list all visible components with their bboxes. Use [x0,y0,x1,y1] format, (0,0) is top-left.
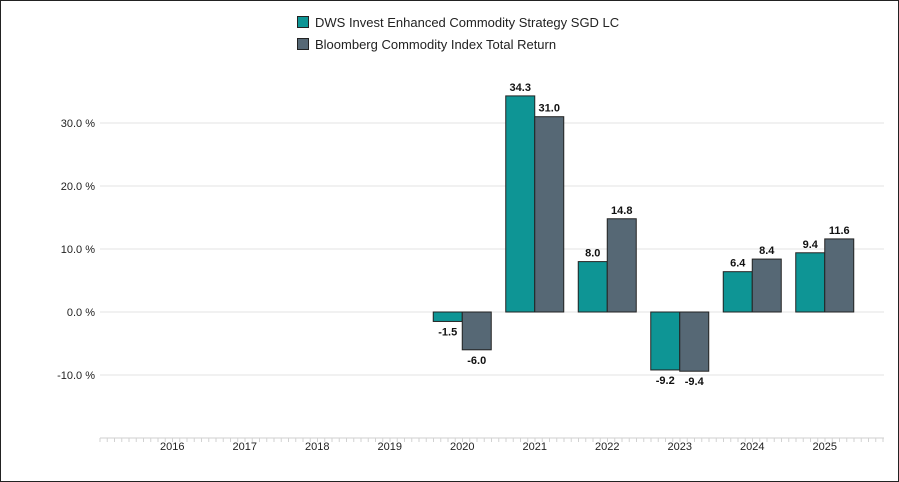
data-label: 9.4 [803,239,819,251]
data-label: 8.4 [759,245,775,257]
x-tick-label: 2025 [813,441,837,453]
bar-index [606,218,637,313]
data-label: 34.3 [510,82,531,94]
data-label: -6.0 [467,355,486,367]
legend-item-fund: DWS Invest Enhanced Commodity Strategy S… [297,11,619,33]
legend-label-fund: DWS Invest Enhanced Commodity Strategy S… [315,14,620,30]
x-tick-label: 2022 [595,441,619,453]
data-label: 11.6 [829,225,850,237]
y-tick-label: 20.0 % [61,181,95,193]
data-label: 6.4 [730,258,746,270]
bar-index [679,311,710,372]
bar-fund [432,311,463,322]
bar-index [751,258,782,313]
data-label: 8.0 [585,248,600,260]
data-label: 31.0 [539,103,560,115]
bar-fund [505,95,536,313]
legend-item-index: Bloomberg Commodity Index Total Return [297,33,619,55]
chart-legend: DWS Invest Enhanced Commodity Strategy S… [297,11,619,55]
data-label: -9.2 [656,375,675,387]
legend-swatch-index [297,38,309,50]
bar-index [824,238,855,313]
bar-fund [795,252,826,313]
x-tick-label: 2023 [668,441,692,453]
x-tick-label: 2020 [450,441,474,453]
y-tick-label: 30.0 % [61,118,95,130]
x-tick-label: 2019 [378,441,402,453]
bar-index [461,311,492,351]
bar-fund [722,271,753,313]
bar-fund [577,261,608,313]
y-tick-label: 10.0 % [61,244,95,256]
legend-label-index: Bloomberg Commodity Index Total Return [315,36,557,52]
bar-index [534,116,565,313]
x-tick-label: 2016 [160,441,184,453]
x-tick-label: 2021 [523,441,547,453]
x-tick-label: 2024 [740,441,764,453]
x-tick-label: 2018 [305,441,329,453]
x-tick-label: 2017 [233,441,257,453]
legend-swatch-fund [297,16,309,28]
bar-fund [650,311,681,371]
data-label: -1.5 [438,326,457,338]
data-label: -9.4 [685,376,705,388]
data-label: 14.8 [611,205,632,217]
y-tick-label: -10.0 % [57,370,95,382]
y-tick-label: 0.0 % [67,307,95,319]
